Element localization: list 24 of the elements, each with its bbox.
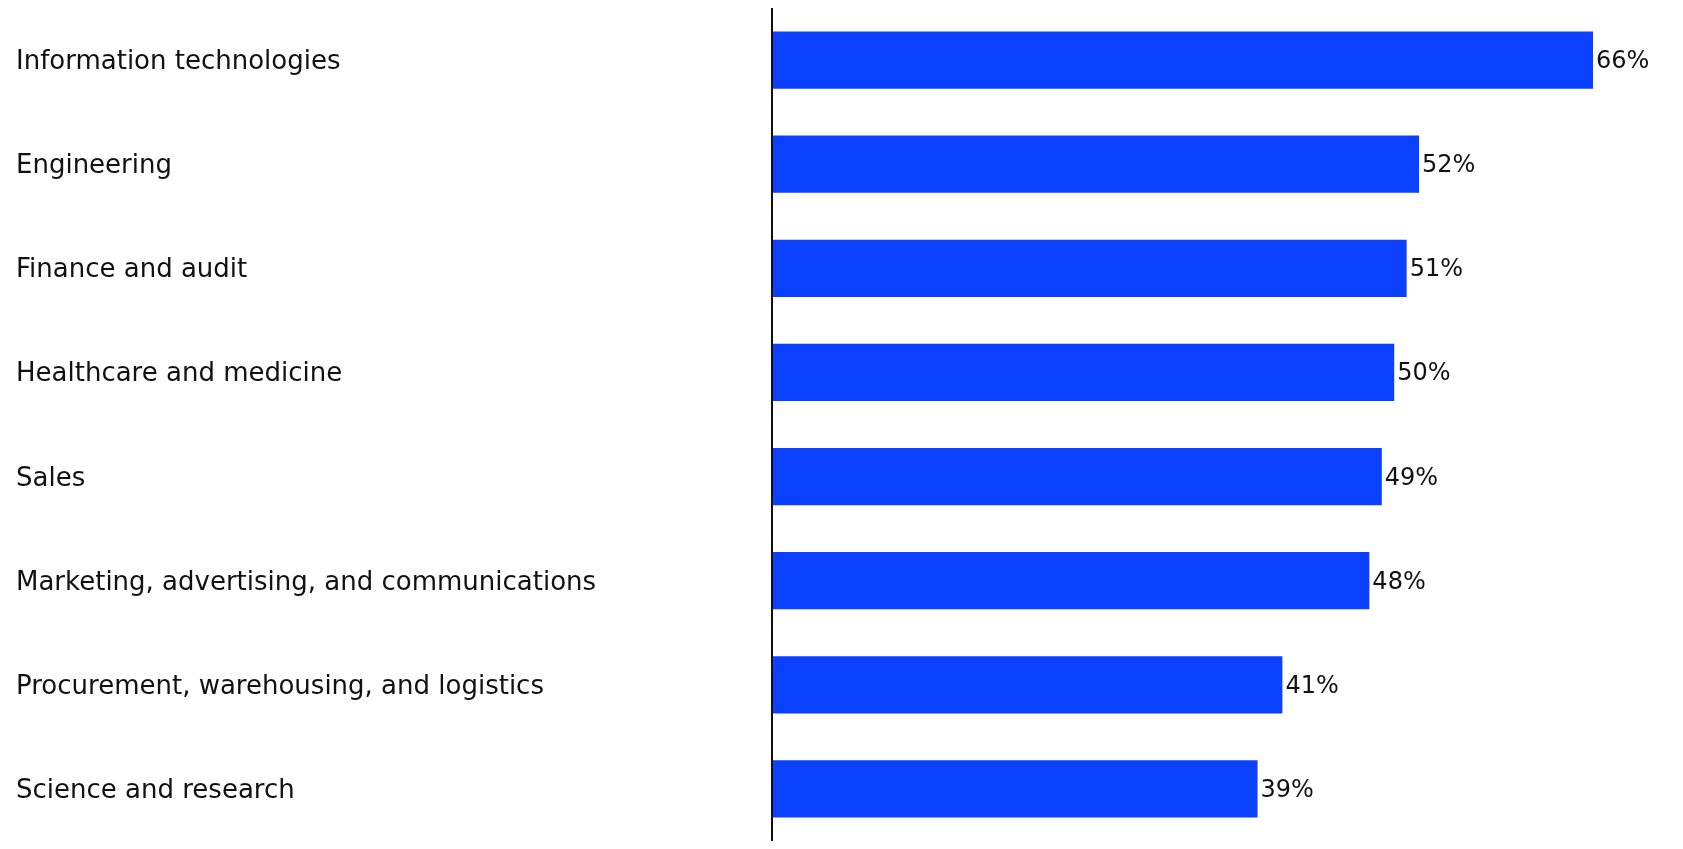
data-label: 51% — [1409, 254, 1463, 283]
bar — [773, 135, 1420, 193]
y-tick-label: Procurement, warehousing, and logistics — [16, 670, 544, 700]
bar — [773, 239, 1407, 297]
data-label: 50% — [1397, 358, 1451, 387]
y-tick-label: Information technologies — [16, 45, 341, 75]
y-tick-label: Finance and audit — [16, 253, 248, 283]
bar — [773, 656, 1283, 714]
bar — [773, 552, 1370, 610]
data-label: 49% — [1384, 462, 1439, 491]
bar — [773, 760, 1258, 818]
data-label: 41% — [1285, 670, 1339, 699]
data-label: 39% — [1260, 774, 1314, 803]
bar — [773, 31, 1593, 89]
y-tick-label: Healthcare and medicine — [16, 357, 343, 387]
data-label: 66% — [1596, 46, 1650, 75]
y-tick-label: Science and research — [16, 774, 295, 804]
bar — [773, 343, 1395, 402]
bar — [773, 447, 1382, 506]
data-label: 48% — [1372, 566, 1426, 595]
data-label: 52% — [1422, 150, 1476, 179]
y-tick-label: Sales — [16, 462, 86, 492]
y-tick-label: Engineering — [16, 149, 172, 179]
y-tick-label: Marketing, advertising, and communications — [16, 566, 597, 596]
